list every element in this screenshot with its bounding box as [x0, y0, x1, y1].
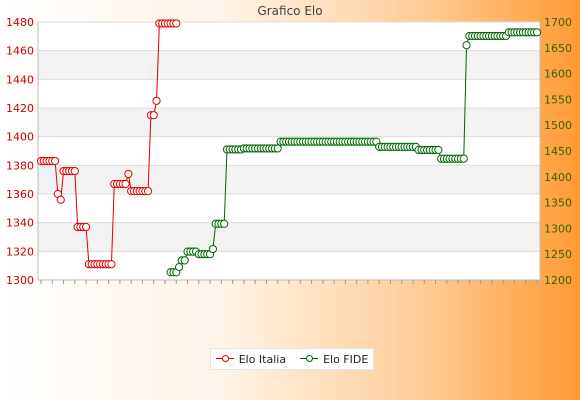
grid-band — [38, 50, 540, 80]
legend-item-italia: Elo Italia — [215, 352, 287, 366]
elo-italia-point — [107, 260, 116, 269]
elo-italia-point — [56, 195, 65, 204]
y-right-tick-label: 1400 — [544, 171, 572, 184]
elo-fide-point — [434, 145, 443, 155]
elo-fide-point — [459, 154, 468, 163]
y-left-tick-label: 1460 — [6, 45, 34, 58]
legend-swatch-fide — [300, 354, 319, 364]
elo-fide-point — [532, 28, 542, 37]
elo-italia-point — [121, 179, 130, 189]
elo-fide-point — [180, 256, 189, 265]
legend-label-fide: Elo FIDE — [323, 352, 369, 366]
elo-italia-point — [149, 111, 158, 120]
elo-fide-point — [208, 244, 218, 254]
y-right-tick-label: 1300 — [544, 222, 572, 235]
y-right-tick-label: 1500 — [544, 119, 572, 132]
y-left-tick-label: 1300 — [6, 274, 34, 287]
elo-fide-point — [462, 41, 471, 50]
y-right-tick-label: 1550 — [544, 93, 572, 106]
elo-fide-point — [273, 144, 282, 153]
y-left-tick-label: 1400 — [6, 131, 34, 144]
y-right-tick-label: 1600 — [544, 68, 572, 81]
y-left-tick-label: 1320 — [6, 245, 34, 258]
y-right-tick-label: 1250 — [544, 248, 572, 261]
y-left-tick-label: 1360 — [6, 188, 34, 201]
legend-item-fide: Elo FIDE — [300, 353, 368, 366]
elo-italia-point — [70, 166, 79, 176]
elo-fide-point — [174, 263, 184, 272]
elo-italia-point — [143, 187, 153, 196]
y-right-tick-label: 1650 — [544, 42, 572, 55]
y-right-tick-label: 1700 — [544, 16, 572, 29]
elo-fide-point — [220, 219, 229, 228]
elo-italia-point — [50, 156, 60, 166]
elo-italia-point — [81, 222, 91, 232]
y-right-tick-label: 1200 — [544, 274, 572, 287]
legend-label-italia: Elo Italia — [238, 352, 287, 366]
y-left-tick-label: 1340 — [6, 217, 34, 230]
legend-swatch-italia — [215, 354, 234, 364]
y-left-tick-label: 1480 — [6, 16, 34, 29]
elo-italia-point — [124, 169, 133, 179]
y-right-tick-label: 1350 — [544, 197, 572, 210]
y-left-tick-label: 1440 — [6, 73, 34, 86]
y-left-tick-label: 1420 — [6, 102, 34, 115]
chart-title: Grafico Elo — [257, 4, 323, 18]
grid-band — [38, 108, 540, 137]
elo-italia-point — [152, 96, 161, 105]
grid-band — [38, 165, 540, 194]
grid-band — [38, 222, 540, 252]
chart-legend: Elo Italia Elo FIDE — [210, 348, 374, 370]
y-right-tick-label: 1450 — [544, 145, 572, 158]
elo-italia-point — [172, 19, 181, 28]
y-left-tick-label: 1380 — [6, 159, 34, 172]
